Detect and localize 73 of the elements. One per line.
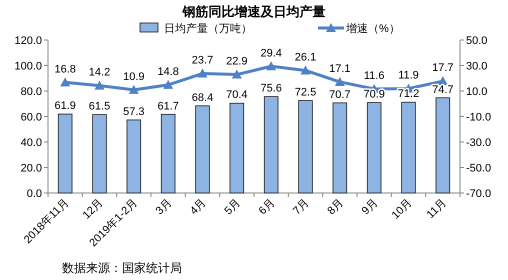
bar	[230, 102, 244, 194]
data-label: 75.6	[260, 82, 282, 95]
x-tick-label: 8月	[325, 196, 346, 218]
x-tick-label: 3月	[154, 196, 174, 218]
data-label: 11.9	[398, 70, 419, 82]
y2-tick-label: -10.0	[466, 112, 492, 124]
bar	[195, 105, 210, 194]
data-label: 70.7	[329, 88, 351, 101]
data-label: 11.6	[364, 70, 384, 82]
bar	[92, 114, 107, 194]
data-label: 57.3	[123, 106, 145, 118]
bar	[436, 97, 450, 194]
data-label: 10.9	[123, 70, 145, 83]
y-tick-label: 0.0	[26, 188, 42, 200]
chart-title: 钢筋同比增速及日均产量	[182, 4, 326, 19]
x-tick-label: 9月	[360, 196, 380, 218]
legend-label: 日均产量（万吨）	[164, 22, 252, 35]
point	[128, 84, 139, 94]
data-label: 61.7	[157, 100, 179, 112]
x-tick-label: 5月	[222, 196, 243, 218]
x-tick-label: 10月	[390, 196, 415, 222]
bar	[298, 100, 313, 194]
data-label: 16.8	[54, 63, 76, 76]
source-note: 数据来源：国家统计局	[62, 261, 182, 275]
data-label: 71.2	[398, 88, 420, 100]
data-label: 70.4	[226, 89, 248, 102]
data-label: 61.9	[54, 100, 76, 112]
data-label: 72.5	[294, 86, 316, 99]
point	[300, 65, 310, 74]
y2-tick-label: 50.0	[466, 35, 488, 47]
data-label: 74.7	[432, 84, 454, 96]
data-label: 26.1	[294, 51, 316, 64]
y2-tick-label: 10.0	[466, 86, 488, 98]
x-tick-label: 4月	[188, 196, 209, 218]
x-tick-label: 6月	[256, 196, 278, 218]
data-label: 17.7	[432, 62, 454, 74]
y2-tick-label: -30.0	[466, 137, 492, 149]
point	[163, 80, 174, 89]
x-tick-label: 7月	[291, 196, 312, 218]
y-tick-label: 40.0	[20, 137, 42, 149]
bar	[332, 102, 348, 194]
data-label: 70.9	[363, 88, 385, 101]
y-tick-label: 100.0	[14, 60, 42, 72]
bar	[160, 114, 176, 194]
bar	[58, 114, 72, 194]
bar	[366, 102, 382, 194]
data-label: 17.1	[329, 62, 351, 75]
data-label: 22.9	[226, 56, 248, 68]
data-label: 14.8	[157, 66, 179, 78]
legend-label: 增速（%）	[345, 22, 400, 35]
point	[232, 70, 242, 79]
point	[60, 77, 70, 86]
bar	[264, 96, 278, 194]
point	[334, 76, 345, 86]
y2-tick-label: 30.0	[466, 60, 488, 72]
y-tick-label: 20.0	[20, 162, 42, 174]
y2-tick-label: -50.0	[466, 162, 492, 174]
bar	[401, 102, 416, 194]
y-tick-label: 60.0	[20, 112, 42, 124]
data-label: 23.7	[192, 54, 214, 67]
y-tick-label: 120.0	[14, 35, 42, 47]
point	[266, 61, 276, 70]
point	[94, 80, 104, 90]
y-tick-label: 80.0	[20, 86, 42, 98]
point	[198, 68, 208, 78]
data-label: 68.4	[192, 92, 214, 104]
y2-tick-label: -70.0	[466, 188, 492, 200]
x-tick-label: 12月	[80, 196, 106, 222]
data-label: 14.2	[88, 66, 110, 79]
data-label: 61.5	[88, 100, 110, 113]
bar	[126, 120, 142, 194]
data-label: 29.4	[260, 47, 282, 60]
x-tick-label: 11月	[424, 196, 449, 221]
